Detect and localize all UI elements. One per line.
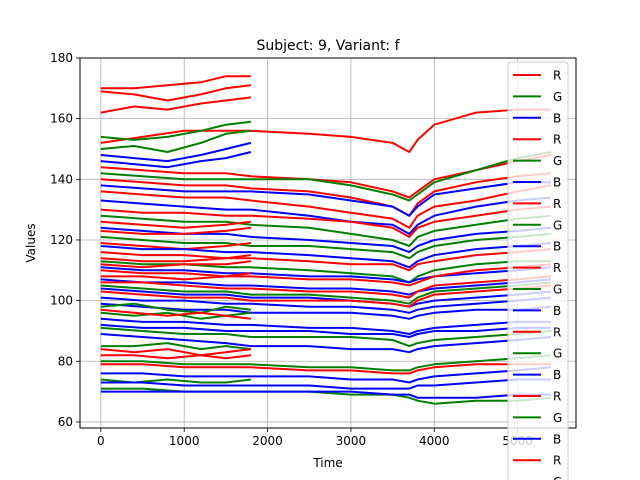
series-line-b <box>100 378 551 390</box>
series-line-r <box>100 75 251 90</box>
y-tick-label: 100 <box>50 294 73 308</box>
legend-label: B <box>553 111 561 125</box>
legend-label: G <box>553 283 562 297</box>
series-line-b <box>100 196 552 235</box>
series-line-g <box>100 342 252 351</box>
legend-label: G <box>553 218 562 232</box>
series-line-g <box>100 151 552 202</box>
series-line-g <box>100 326 552 348</box>
legend-label: G <box>553 90 562 104</box>
legend-label: B <box>553 304 561 318</box>
x-axis-label: Time <box>312 456 342 470</box>
series-layer <box>100 75 552 405</box>
x-tick-label: 3000 <box>336 434 367 448</box>
series-line-b <box>100 181 551 217</box>
x-tick-label: 2000 <box>252 434 283 448</box>
y-tick-label: 160 <box>50 112 73 126</box>
series-line-b <box>100 242 552 269</box>
legend-label: G <box>553 154 562 168</box>
series-line-r <box>100 84 252 102</box>
legend-label: B <box>553 176 561 190</box>
series-line-r <box>100 254 252 263</box>
series-line-g <box>100 120 252 141</box>
series-line-r <box>100 263 552 287</box>
legend-label: B <box>553 368 561 382</box>
y-axis-label: Values <box>24 223 38 262</box>
series-line-r <box>100 172 552 217</box>
legend-label: R <box>553 454 561 468</box>
series-line-g <box>100 232 552 260</box>
series-line-b <box>100 151 252 169</box>
legend: RGBRGBRGBRGBRGBRGBRG <box>507 61 569 480</box>
x-tick-label: 1000 <box>169 434 200 448</box>
legend-label: R <box>553 390 561 404</box>
series-line-b <box>100 323 551 338</box>
x-tick-label: 4000 <box>419 434 450 448</box>
legend-label: R <box>553 133 561 147</box>
series-line-r <box>100 108 551 153</box>
legend-label: G <box>553 475 562 480</box>
legend-label: G <box>553 411 562 425</box>
series-line-r <box>100 260 252 269</box>
y-tick-label: 140 <box>50 172 73 186</box>
legend-label: B <box>553 432 561 446</box>
plot-frame <box>79 57 577 429</box>
series-line-r <box>100 363 551 375</box>
series-line-r <box>100 184 552 229</box>
series-line-r <box>100 284 552 308</box>
series-line-r <box>100 272 252 281</box>
y-tick-label: 60 <box>58 415 73 429</box>
series-line-b <box>100 266 552 284</box>
y-tick-label: 180 <box>50 51 73 65</box>
series-line-b <box>100 296 552 314</box>
legend-label: B <box>553 240 561 254</box>
series-line-b <box>100 333 552 354</box>
y-tick-label: 120 <box>50 233 73 247</box>
legend-label: G <box>553 347 562 361</box>
series-line-b <box>100 302 552 320</box>
legend-label: R <box>553 197 561 211</box>
series-line-r <box>100 354 252 360</box>
series-line-r <box>100 248 552 272</box>
legend-label: R <box>553 69 561 83</box>
y-tick-label: 80 <box>58 354 73 368</box>
series-line-b <box>100 390 551 399</box>
series-line-r <box>100 348 252 357</box>
series-line-r <box>100 96 252 114</box>
series-line-r <box>100 308 252 320</box>
series-line-g <box>100 129 252 153</box>
series-line-b <box>100 278 552 296</box>
series-line-r <box>100 226 252 235</box>
legend-label: R <box>553 325 561 339</box>
legend-label: R <box>553 261 561 275</box>
series-line-r <box>100 275 552 299</box>
series-line-b <box>100 366 552 384</box>
chart-title: Subject: 9, Variant: f <box>256 38 400 54</box>
x-tick-label: 0 <box>97 434 105 448</box>
series-line-b <box>100 141 252 163</box>
series-line-b <box>100 317 551 335</box>
series-line-g <box>100 214 552 247</box>
series-line-r <box>100 205 552 238</box>
series-line-g <box>100 354 552 372</box>
series-line-g <box>100 302 252 314</box>
series-line-g <box>100 281 552 305</box>
series-line-r <box>100 220 252 229</box>
